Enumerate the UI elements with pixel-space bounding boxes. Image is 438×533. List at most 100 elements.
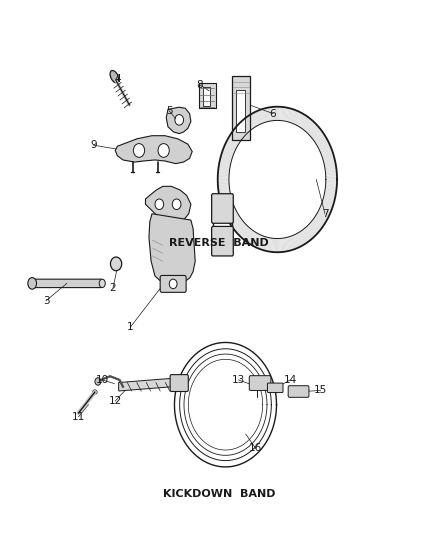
Polygon shape bbox=[222, 152, 233, 158]
Polygon shape bbox=[284, 108, 287, 121]
Polygon shape bbox=[251, 114, 257, 127]
Polygon shape bbox=[244, 118, 251, 131]
Polygon shape bbox=[220, 156, 232, 161]
Polygon shape bbox=[223, 149, 233, 156]
Polygon shape bbox=[301, 230, 308, 243]
Polygon shape bbox=[240, 225, 248, 237]
Polygon shape bbox=[291, 236, 296, 249]
Polygon shape bbox=[219, 160, 231, 165]
Polygon shape bbox=[263, 108, 267, 122]
Polygon shape bbox=[265, 108, 268, 122]
Polygon shape bbox=[323, 154, 334, 160]
Polygon shape bbox=[230, 135, 239, 144]
Polygon shape bbox=[246, 230, 253, 243]
Polygon shape bbox=[294, 111, 299, 125]
Polygon shape bbox=[232, 131, 241, 141]
Polygon shape bbox=[255, 111, 260, 125]
Polygon shape bbox=[311, 222, 319, 233]
Polygon shape bbox=[227, 212, 237, 221]
Polygon shape bbox=[288, 109, 292, 122]
Polygon shape bbox=[296, 112, 301, 125]
Polygon shape bbox=[303, 229, 310, 241]
Polygon shape bbox=[300, 115, 306, 127]
Polygon shape bbox=[307, 225, 315, 237]
Polygon shape bbox=[115, 136, 192, 164]
Polygon shape bbox=[272, 107, 274, 120]
Polygon shape bbox=[233, 219, 242, 229]
Polygon shape bbox=[231, 217, 240, 227]
Text: 7: 7 bbox=[321, 209, 328, 219]
Polygon shape bbox=[325, 164, 336, 168]
Polygon shape bbox=[226, 208, 236, 216]
Polygon shape bbox=[325, 169, 336, 172]
Text: 4: 4 bbox=[114, 74, 121, 84]
Circle shape bbox=[95, 378, 101, 385]
Circle shape bbox=[110, 257, 122, 271]
Polygon shape bbox=[305, 119, 312, 132]
Polygon shape bbox=[281, 238, 283, 252]
Polygon shape bbox=[306, 120, 313, 132]
Polygon shape bbox=[218, 183, 229, 185]
Polygon shape bbox=[271, 238, 273, 252]
Polygon shape bbox=[221, 155, 232, 160]
Ellipse shape bbox=[93, 390, 97, 394]
Polygon shape bbox=[256, 111, 261, 124]
Polygon shape bbox=[310, 223, 318, 233]
Polygon shape bbox=[119, 378, 172, 391]
Text: 1: 1 bbox=[127, 322, 134, 332]
Polygon shape bbox=[219, 166, 230, 170]
Circle shape bbox=[134, 143, 145, 157]
Polygon shape bbox=[285, 238, 288, 251]
Polygon shape bbox=[251, 232, 257, 245]
Polygon shape bbox=[237, 223, 245, 234]
Polygon shape bbox=[223, 148, 234, 155]
Polygon shape bbox=[325, 185, 337, 189]
Polygon shape bbox=[325, 172, 337, 174]
Polygon shape bbox=[234, 128, 243, 139]
Polygon shape bbox=[253, 112, 258, 126]
Polygon shape bbox=[287, 237, 291, 251]
Polygon shape bbox=[307, 122, 315, 134]
Text: 13: 13 bbox=[232, 375, 245, 385]
Polygon shape bbox=[145, 187, 191, 220]
Polygon shape bbox=[222, 201, 233, 207]
Polygon shape bbox=[232, 76, 250, 140]
Polygon shape bbox=[218, 179, 229, 180]
Polygon shape bbox=[229, 136, 239, 145]
Polygon shape bbox=[221, 199, 232, 206]
Polygon shape bbox=[233, 220, 243, 230]
Polygon shape bbox=[282, 107, 285, 121]
Polygon shape bbox=[297, 113, 303, 126]
Polygon shape bbox=[223, 203, 233, 210]
Polygon shape bbox=[230, 134, 240, 143]
Text: 11: 11 bbox=[72, 412, 85, 422]
Polygon shape bbox=[323, 198, 334, 204]
Polygon shape bbox=[316, 135, 325, 144]
Polygon shape bbox=[218, 174, 229, 176]
Polygon shape bbox=[321, 204, 332, 211]
Polygon shape bbox=[314, 133, 324, 143]
Polygon shape bbox=[218, 168, 230, 172]
Polygon shape bbox=[299, 232, 305, 245]
Polygon shape bbox=[309, 223, 317, 235]
Polygon shape bbox=[290, 109, 294, 123]
Polygon shape bbox=[218, 173, 229, 175]
Polygon shape bbox=[251, 113, 258, 126]
Polygon shape bbox=[324, 160, 335, 165]
Polygon shape bbox=[284, 238, 287, 252]
Polygon shape bbox=[321, 205, 331, 212]
Polygon shape bbox=[219, 165, 230, 169]
Polygon shape bbox=[325, 187, 336, 190]
Polygon shape bbox=[324, 193, 336, 198]
Text: 6: 6 bbox=[270, 109, 276, 118]
Polygon shape bbox=[275, 238, 276, 252]
Polygon shape bbox=[313, 218, 322, 228]
Polygon shape bbox=[312, 220, 321, 231]
Polygon shape bbox=[32, 279, 104, 288]
Text: 5: 5 bbox=[166, 106, 173, 116]
Polygon shape bbox=[166, 107, 191, 134]
Polygon shape bbox=[326, 176, 337, 178]
Polygon shape bbox=[218, 177, 229, 179]
Bar bbox=[236, 90, 245, 132]
Polygon shape bbox=[239, 123, 247, 134]
